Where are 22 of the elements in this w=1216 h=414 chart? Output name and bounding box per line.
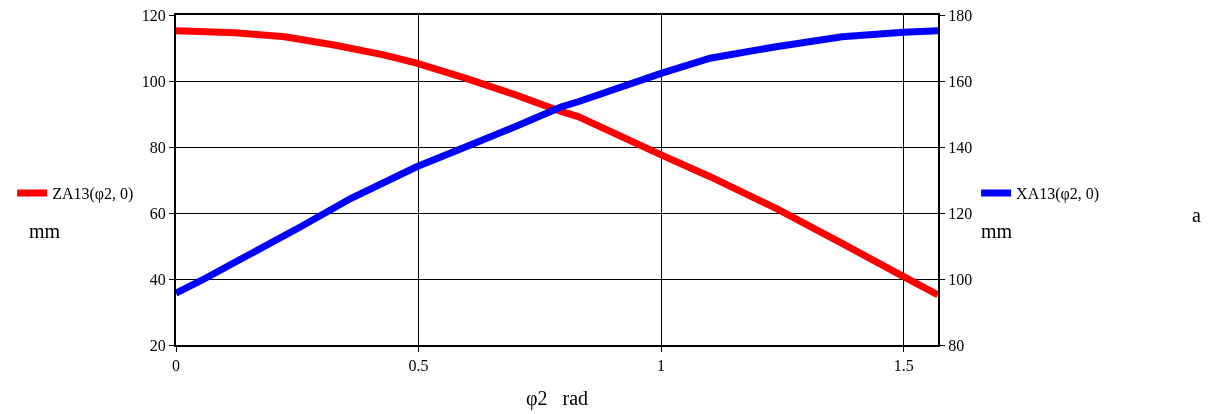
y2-tick-label: 140 xyxy=(948,138,973,156)
y-axis-title: mm xyxy=(29,220,61,242)
y2-tick-label: 180 xyxy=(948,6,973,24)
x-tick-label: 0.5 xyxy=(408,357,429,375)
y2-axis-title: mm xyxy=(981,220,1013,242)
y-tick-label: 40 xyxy=(149,270,166,288)
y-tick-label: 60 xyxy=(149,204,166,222)
y2-tick-label: 160 xyxy=(948,72,973,90)
y-tick-label: 120 xyxy=(141,6,166,24)
y-tick-label: 80 xyxy=(149,138,166,156)
legend-label: ZA13(φ2, 0) xyxy=(52,185,134,204)
x-axis-title: φ2 rad xyxy=(525,387,589,411)
text: a xyxy=(1192,204,1201,226)
y2-tick-label: 80 xyxy=(948,336,965,354)
y2-tick-label: 100 xyxy=(948,270,973,288)
x-tick-label: 0 xyxy=(172,357,180,375)
x-tick-label: 1 xyxy=(657,357,666,375)
x-tick-label: 1.5 xyxy=(893,357,914,375)
legend-label: XA13(φ2, 0) xyxy=(1016,185,1100,204)
y2-tick-label: 120 xyxy=(948,204,973,222)
y-tick-label: 20 xyxy=(149,336,166,354)
y-tick-label: 100 xyxy=(141,72,166,90)
